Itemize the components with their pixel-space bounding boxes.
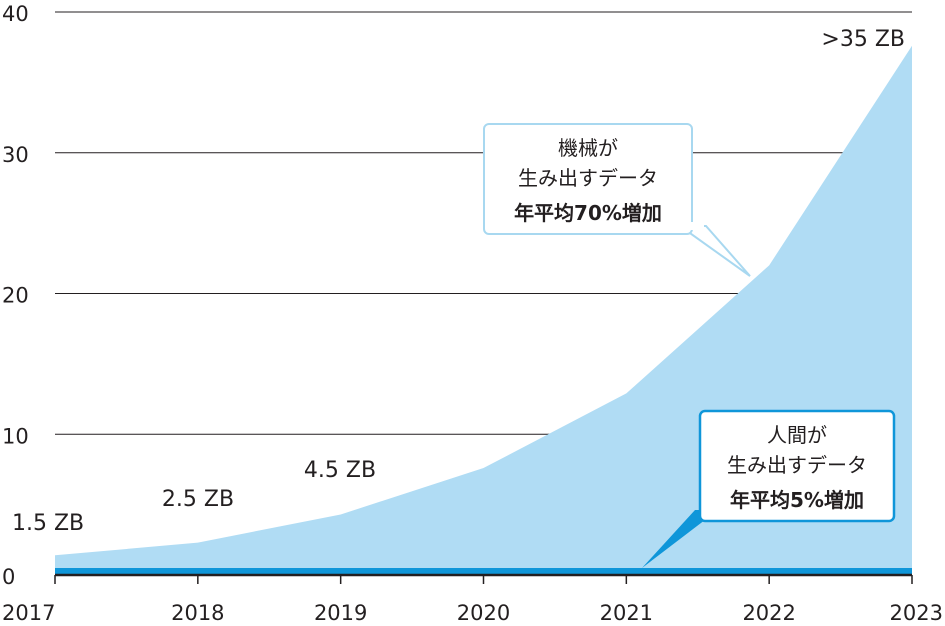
human-callout-growth: 年平均5%増加 (730, 488, 864, 512)
machine-callout-box (483, 123, 693, 235)
machine-callout-line1: 機械が (558, 136, 618, 160)
value-annotation: >35 ZB (821, 27, 905, 52)
x-tick-label: 2017 (2, 601, 55, 625)
human-callout-box (698, 409, 896, 523)
machine-callout-line2: 生み出すデータ (518, 166, 658, 190)
x-tick-label: 2020 (457, 601, 510, 625)
human-data-callout: 人間が 生み出すデータ 年平均5%増加 (642, 409, 896, 568)
human-callout-pointer (642, 510, 718, 568)
y-tick-label: 10 (2, 424, 29, 448)
x-tick-label: 2021 (600, 601, 653, 625)
y-tick-label: 0 (2, 565, 15, 589)
value-annotation: 1.5 ZB (12, 511, 84, 536)
machine-data-area (55, 45, 912, 575)
x-tick-label: 2023 (890, 601, 943, 625)
machine-callout-growth: 年平均70%増加 (514, 201, 662, 225)
human-callout-line2: 生み出すデータ (727, 453, 867, 477)
value-annotation: 4.5 ZB (304, 458, 376, 483)
y-tick-label: 40 (2, 2, 29, 26)
value-annotations: 1.5 ZB 2.5 ZB 4.5 ZB >35 ZB (12, 27, 905, 536)
x-axis-ticks: 2017 2018 2019 2020 2021 2022 2023 (2, 575, 943, 625)
value-annotation: 2.5 ZB (162, 487, 234, 512)
y-axis-ticks: 0 10 20 30 40 (2, 2, 29, 589)
human-callout-line1: 人間が (767, 423, 827, 447)
x-tick-label: 2018 (171, 601, 224, 625)
x-tick-label: 2019 (314, 601, 367, 625)
y-tick-label: 20 (2, 284, 29, 308)
human-data-band (55, 567, 912, 575)
machine-data-callout: 機械が 生み出すデータ 年平均70%増加 (483, 123, 751, 277)
x-tick-label: 2022 (742, 601, 795, 625)
y-tick-label: 30 (2, 143, 29, 167)
